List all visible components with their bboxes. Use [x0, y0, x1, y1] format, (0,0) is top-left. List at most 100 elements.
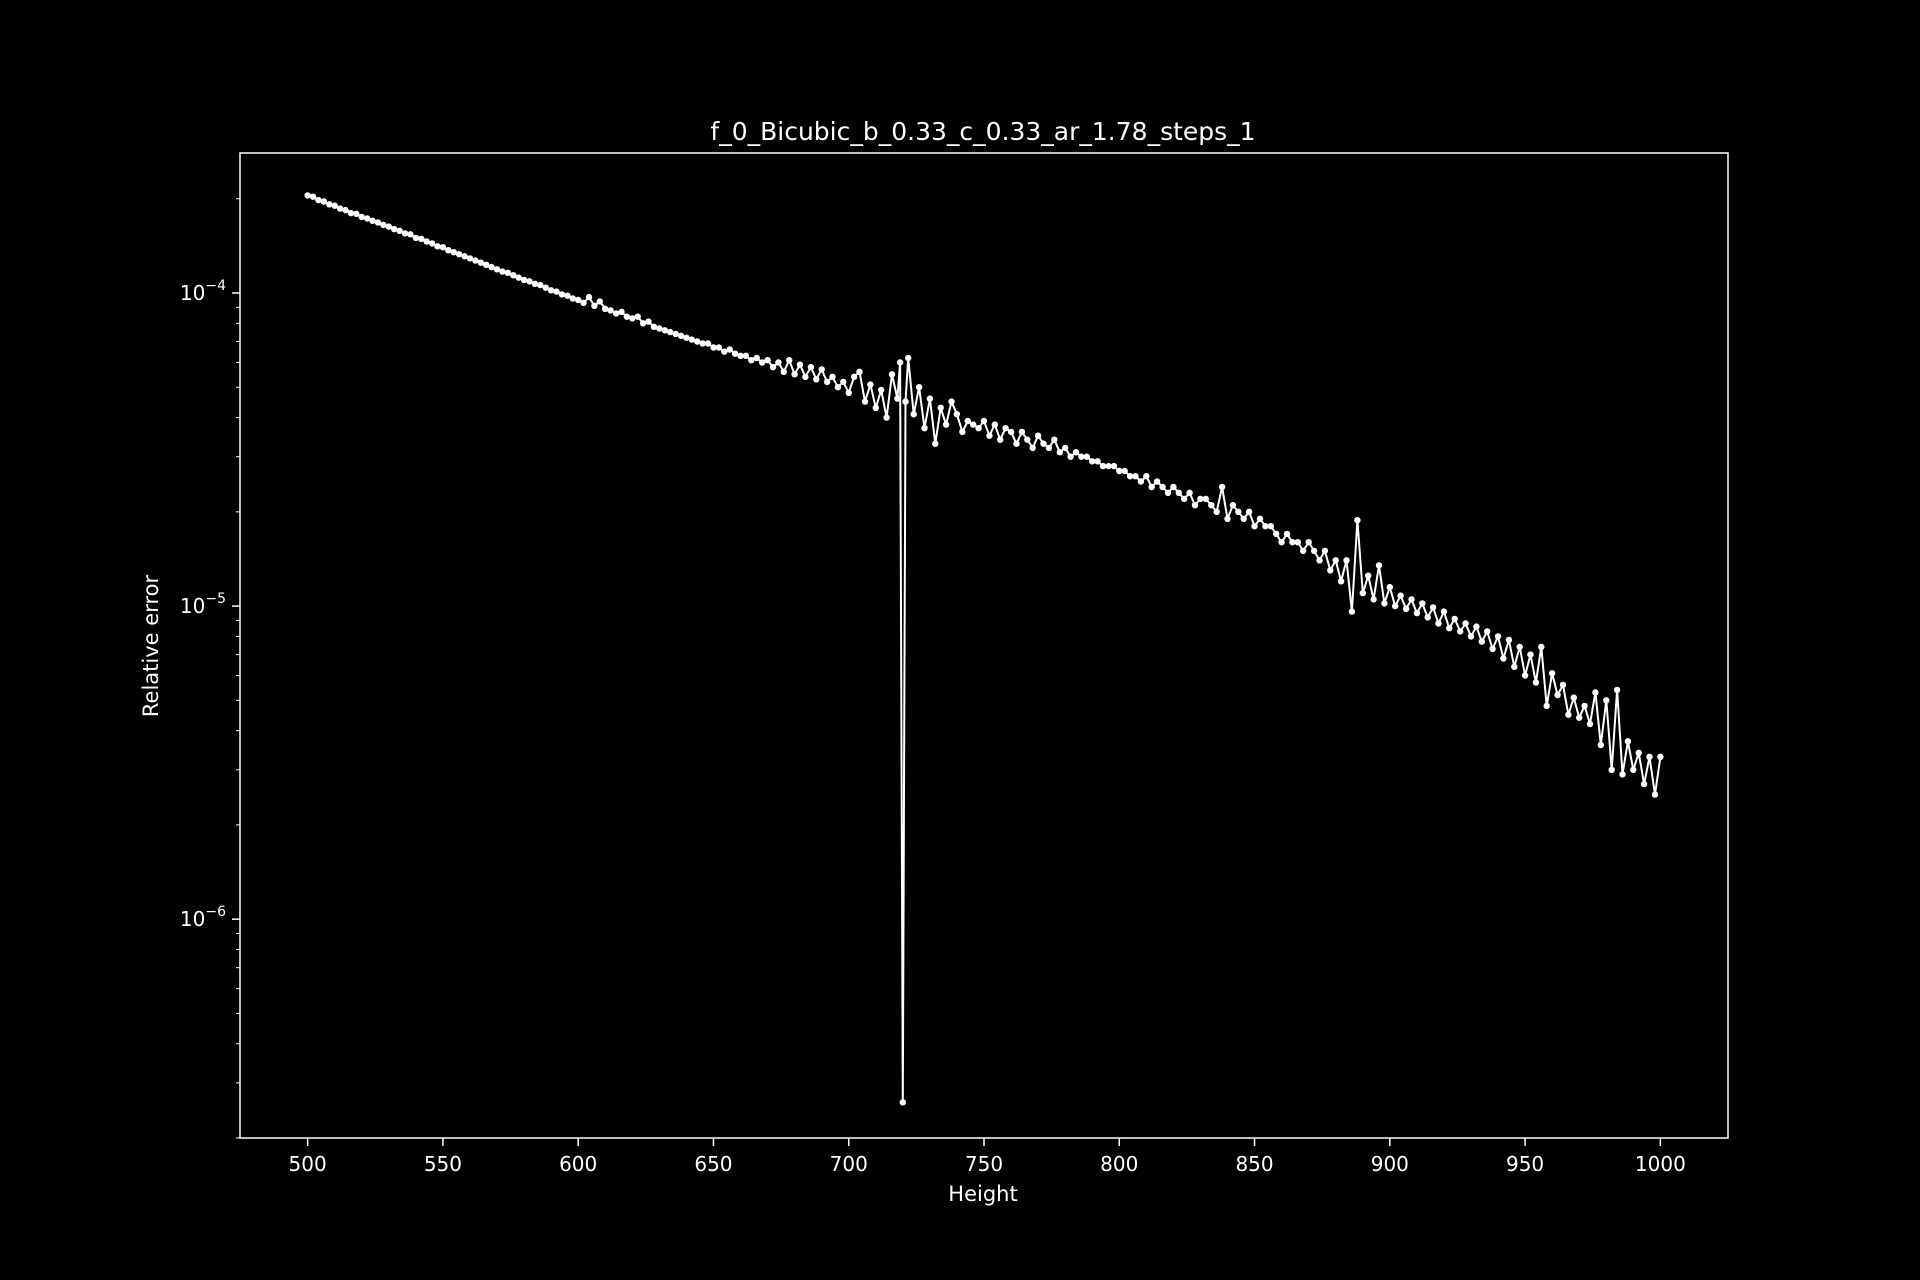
data-point [510, 272, 517, 279]
data-point [526, 278, 533, 285]
data-point [1153, 478, 1161, 485]
data-point [477, 259, 484, 266]
data-point [769, 363, 777, 371]
data-point [786, 357, 793, 364]
data-point [742, 352, 750, 359]
data-point [450, 249, 457, 256]
data-point [656, 325, 663, 332]
data-point [1294, 539, 1302, 546]
data-point [1576, 714, 1583, 721]
data-point [1029, 444, 1036, 452]
data-point [1343, 557, 1350, 564]
y-axis-label: Relative error [139, 575, 163, 718]
data-point [1159, 483, 1166, 491]
data-point [1018, 428, 1026, 436]
data-point [942, 421, 950, 428]
data-point [1581, 702, 1588, 710]
data-point [493, 266, 501, 273]
data-point [1208, 502, 1215, 509]
data-point [953, 411, 961, 418]
data-point [1473, 623, 1480, 630]
data-point [515, 274, 522, 281]
data-point [374, 219, 382, 226]
data-point [775, 359, 782, 366]
data-point [1494, 633, 1502, 640]
data-point [753, 354, 760, 362]
data-point [1181, 495, 1188, 503]
data-point [1348, 608, 1356, 615]
data-point [683, 334, 690, 341]
data-point [1099, 462, 1107, 470]
data-point [1646, 753, 1653, 760]
data-point [1505, 636, 1513, 644]
data-point [401, 230, 409, 237]
data-point [872, 404, 879, 411]
data-point [959, 428, 966, 436]
data-point [926, 395, 934, 402]
data-point [1202, 495, 1210, 503]
data-point [964, 417, 971, 425]
x-tick-label: 950 [1506, 1152, 1544, 1176]
data-point [304, 192, 311, 199]
data-point [455, 251, 463, 258]
data-point [1067, 453, 1074, 460]
data-point [1613, 686, 1621, 694]
data-point [1300, 547, 1307, 555]
data-point [1256, 515, 1264, 522]
data-point [1413, 609, 1421, 617]
data-point [1240, 515, 1247, 522]
data-point [326, 201, 333, 208]
data-point [499, 268, 506, 275]
data-point [726, 346, 733, 353]
data-point [542, 284, 549, 291]
data-point [661, 327, 668, 334]
data-point [905, 354, 912, 362]
data-point [1424, 614, 1431, 621]
data-point [1392, 602, 1399, 610]
data-point [1478, 638, 1486, 645]
data-point [1532, 679, 1540, 686]
y-tick-label: 10−5 [180, 591, 226, 618]
data-point [704, 340, 712, 347]
y-tick-label: 10−6 [180, 904, 226, 931]
data-point [1191, 502, 1199, 509]
data-point [488, 263, 495, 271]
data-point [564, 292, 571, 299]
x-tick-label: 850 [1235, 1152, 1273, 1176]
data-point [715, 344, 723, 351]
x-tick-label: 550 [424, 1152, 462, 1176]
data-point [1072, 449, 1080, 456]
data-point [780, 368, 787, 375]
data-point [970, 421, 977, 428]
data-point [331, 202, 338, 209]
data-point [1640, 780, 1648, 788]
data-point [1170, 483, 1177, 491]
data-point [1565, 711, 1572, 718]
data-point [1121, 467, 1128, 475]
data-point [667, 328, 674, 336]
data-point [829, 373, 836, 380]
data-point [1516, 643, 1523, 651]
data-point [1251, 523, 1258, 530]
data-point [1132, 473, 1139, 480]
data-point [364, 215, 371, 222]
data-point [764, 357, 771, 364]
data-point [1381, 600, 1388, 607]
data-point [320, 198, 328, 205]
data-point [1370, 596, 1377, 603]
data-point [1462, 620, 1469, 627]
data-point [412, 234, 420, 242]
data-point [1527, 651, 1534, 658]
data-point [1402, 605, 1410, 612]
data-point [1007, 428, 1015, 436]
data-point [1143, 473, 1150, 480]
data-point [937, 404, 944, 411]
data-point [483, 261, 490, 268]
data-point [650, 323, 658, 330]
data-point [569, 295, 576, 302]
data-point [1278, 539, 1285, 546]
data-point [1538, 643, 1545, 651]
data-point [902, 398, 909, 405]
data-point [1051, 436, 1058, 443]
data-point [1354, 517, 1361, 524]
